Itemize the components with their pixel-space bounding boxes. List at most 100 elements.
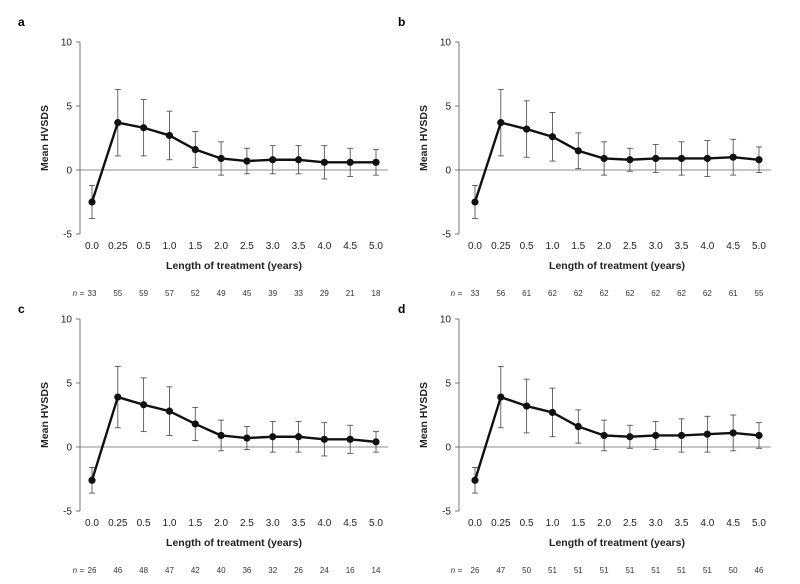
n-count-label: 32 xyxy=(268,566,277,575)
n-count-label: 48 xyxy=(139,566,148,575)
y-tick-label: 0 xyxy=(445,443,451,454)
data-point xyxy=(217,154,225,163)
n-count-label: 33 xyxy=(294,289,303,298)
y-axis-title: Mean HVSDS xyxy=(418,105,430,171)
data-point xyxy=(703,154,711,163)
n-count-label: 46 xyxy=(755,566,764,575)
x-tick-label: 2.5 xyxy=(623,241,637,252)
x-tick-label: 0.0 xyxy=(85,241,99,252)
data-point xyxy=(372,158,380,166)
y-axis-title: Mean HVSDS xyxy=(39,105,51,171)
data-point xyxy=(703,430,711,438)
y-axis-title: Mean HVSDS xyxy=(39,382,51,448)
data-point xyxy=(191,420,199,428)
n-count-label: 51 xyxy=(651,566,660,575)
n-count-label: 62 xyxy=(677,289,686,298)
n-count-label: 56 xyxy=(496,289,505,298)
x-tick-label: 4.0 xyxy=(317,518,331,529)
n-count-label: 29 xyxy=(320,289,329,298)
y-axis-title: Mean HVSDS xyxy=(418,382,430,448)
data-point xyxy=(243,157,251,165)
y-tick-label: 5 xyxy=(66,102,72,113)
x-tick-label: 3.5 xyxy=(675,241,689,252)
n-count-label: 55 xyxy=(113,289,122,298)
x-tick-label: 5.0 xyxy=(369,518,383,529)
data-point xyxy=(165,407,174,415)
y-tick-label: 10 xyxy=(440,38,452,49)
data-point xyxy=(294,156,303,164)
x-axis-title: Length of treatment (years) xyxy=(166,537,302,549)
n-count-label: 21 xyxy=(346,289,355,298)
x-tick-label: 5.0 xyxy=(752,241,766,252)
data-point xyxy=(294,433,303,441)
data-point xyxy=(269,433,277,441)
n-count-label: 62 xyxy=(548,289,557,298)
data-point xyxy=(471,476,479,484)
y-tick-label: 5 xyxy=(66,379,72,390)
y-tick-label: 0 xyxy=(66,443,72,454)
x-tick-label: 1.5 xyxy=(188,518,202,529)
n-count-label: 51 xyxy=(548,566,557,575)
data-point xyxy=(574,422,582,431)
data-point xyxy=(320,158,328,166)
data-point xyxy=(600,154,608,163)
n-count-label: 39 xyxy=(268,289,277,298)
data-point xyxy=(600,431,608,440)
x-tick-label: 0.25 xyxy=(108,518,128,529)
n-count-label: 47 xyxy=(496,566,505,575)
n-count-label: 33 xyxy=(88,289,97,298)
x-tick-label: 2.0 xyxy=(214,518,228,529)
data-point xyxy=(269,156,277,164)
x-tick-label: 0.0 xyxy=(468,518,482,529)
y-tick-label: -5 xyxy=(63,230,72,241)
x-tick-label: 2.0 xyxy=(214,241,228,252)
x-tick-label: 0.25 xyxy=(491,241,511,252)
series-line xyxy=(473,121,760,203)
data-point xyxy=(652,154,660,163)
y-tick-label: -5 xyxy=(442,507,451,518)
n-count-label: 62 xyxy=(600,289,609,298)
x-axis-title: Length of treatment (years) xyxy=(549,260,685,272)
y-tick-label: 10 xyxy=(440,315,452,326)
panel-label: b xyxy=(398,15,405,29)
series-line xyxy=(90,395,377,481)
x-tick-label: 3.5 xyxy=(292,518,306,529)
x-tick-label: 3.0 xyxy=(649,518,663,529)
x-tick-label: 4.0 xyxy=(700,241,714,252)
x-tick-label: 4.0 xyxy=(700,518,714,529)
x-tick-label: 2.5 xyxy=(623,518,637,529)
n-count-label: 50 xyxy=(522,566,531,575)
data-point xyxy=(191,145,199,154)
n-count-label: 24 xyxy=(320,566,329,575)
x-tick-label: 3.0 xyxy=(266,518,280,529)
n-count-label: 52 xyxy=(191,289,200,298)
x-tick-label: 0.5 xyxy=(137,518,151,529)
n-count-label: 51 xyxy=(574,566,583,575)
x-tick-label: 0.5 xyxy=(520,241,534,252)
y-tick-label: -5 xyxy=(63,507,72,518)
x-tick-label: 1.5 xyxy=(571,241,585,252)
n-count-label: 36 xyxy=(242,566,251,575)
x-tick-label: 1.5 xyxy=(571,518,585,529)
data-point xyxy=(88,476,96,484)
n-count-label: 51 xyxy=(703,566,712,575)
y-tick-label: 5 xyxy=(445,379,451,390)
y-tick-label: 5 xyxy=(445,102,451,113)
data-point xyxy=(626,433,634,441)
data-point xyxy=(114,393,122,401)
data-point xyxy=(217,431,225,440)
n-count-label: 59 xyxy=(139,289,148,298)
x-tick-label: 3.0 xyxy=(266,241,280,252)
data-point xyxy=(755,156,763,164)
x-tick-label: 2.0 xyxy=(597,241,611,252)
x-tick-label: 1.0 xyxy=(546,518,560,529)
y-tick-label: 10 xyxy=(61,315,73,326)
data-point xyxy=(548,133,557,141)
x-tick-label: 5.0 xyxy=(752,518,766,529)
x-tick-label: 1.0 xyxy=(546,241,560,252)
panel-label: c xyxy=(18,302,25,316)
data-point xyxy=(165,131,174,140)
x-tick-label: 3.5 xyxy=(675,518,689,529)
data-point xyxy=(140,124,148,132)
